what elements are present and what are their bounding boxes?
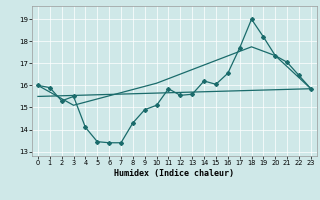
X-axis label: Humidex (Indice chaleur): Humidex (Indice chaleur) bbox=[115, 169, 234, 178]
